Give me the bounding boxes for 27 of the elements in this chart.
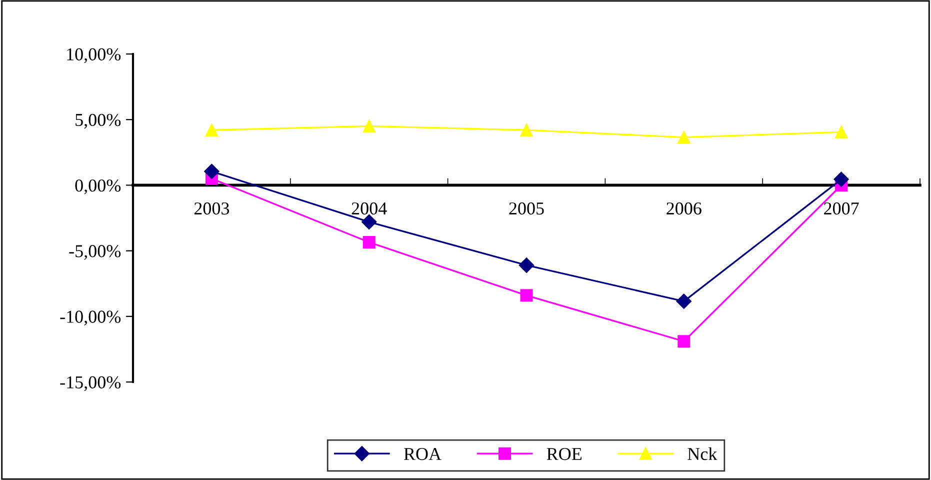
point [362,120,376,132]
y-tick-label: 0,00% [75,179,121,194]
legend-label: ROA [404,448,442,460]
x-tick-label: 2007 [824,202,859,215]
y-tick-label: 5,00% [76,114,121,129]
point [835,126,848,138]
point [676,294,692,309]
y-tick-label: -5,00% [69,245,121,260]
y-tick-label: -10,00% [60,310,121,326]
point [520,289,533,302]
point [362,214,377,230]
x-tick-label: 2005 [509,202,544,215]
x-tick-label: 2003 [194,202,230,215]
y-tick-label: -15,00% [60,376,121,392]
x-tick-label: 2004 [352,202,387,215]
point [678,131,690,144]
point [362,236,376,249]
point [520,124,533,136]
point [205,124,218,136]
legend-label: ROE [546,448,582,460]
x-tick-label: 2006 [666,202,702,215]
point [204,164,220,179]
point [678,335,690,348]
legend-label: Nck [688,447,718,460]
y-tick-label: 10,00% [67,48,121,64]
point [518,258,534,273]
point [834,172,849,187]
